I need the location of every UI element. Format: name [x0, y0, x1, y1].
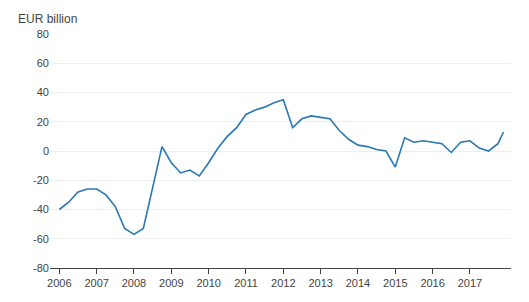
svg-text:-60: -60: [33, 233, 49, 245]
svg-text:-80: -80: [33, 262, 49, 274]
svg-text:60: 60: [37, 57, 49, 69]
svg-text:2008: 2008: [122, 277, 146, 289]
svg-text:40: 40: [37, 86, 49, 98]
svg-text:80: 80: [37, 28, 49, 40]
svg-text:2009: 2009: [159, 277, 183, 289]
svg-text:EUR billion: EUR billion: [18, 12, 77, 26]
svg-text:2013: 2013: [308, 277, 332, 289]
svg-text:2012: 2012: [271, 277, 295, 289]
svg-text:2006: 2006: [47, 277, 71, 289]
svg-text:20: 20: [37, 116, 49, 128]
svg-text:2017: 2017: [458, 277, 482, 289]
svg-text:2011: 2011: [234, 277, 258, 289]
svg-text:2015: 2015: [383, 277, 407, 289]
svg-text:2007: 2007: [84, 277, 108, 289]
svg-text:2014: 2014: [346, 277, 370, 289]
svg-text:2010: 2010: [196, 277, 220, 289]
svg-text:0: 0: [43, 145, 49, 157]
svg-text:-20: -20: [33, 174, 49, 186]
svg-text:-40: -40: [33, 203, 49, 215]
svg-text:2016: 2016: [420, 277, 444, 289]
